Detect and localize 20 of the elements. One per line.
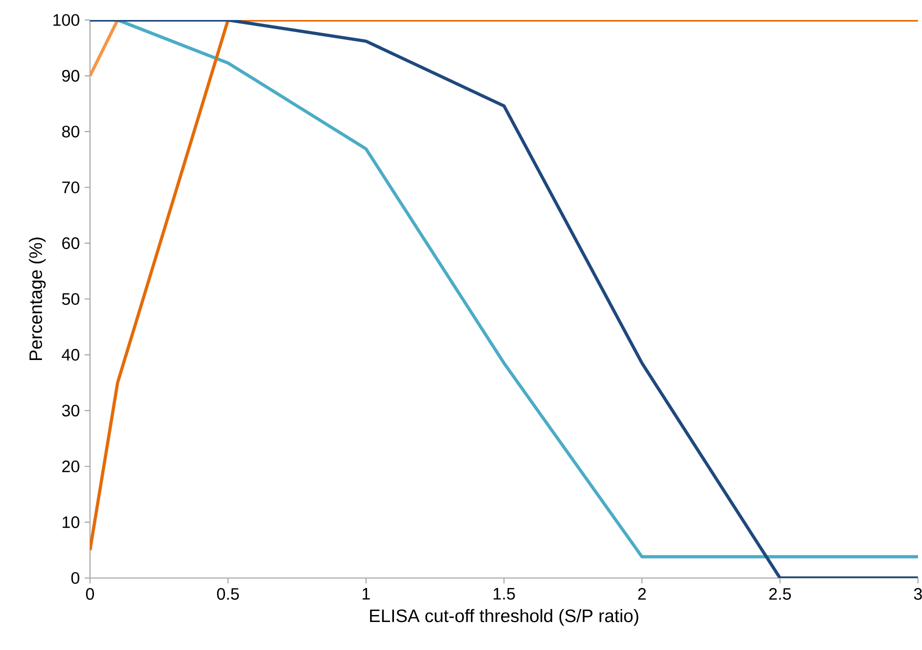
x-tick-label: 0 bbox=[86, 588, 94, 600]
x-tick-label: 2.5 bbox=[769, 588, 791, 600]
y-tick-label: 30 bbox=[62, 404, 80, 416]
y-tick-label: 70 bbox=[62, 182, 80, 194]
y-axis-title: Percentage (%) bbox=[28, 238, 46, 360]
y-tick-label: 40 bbox=[62, 348, 80, 361]
x-axis-title: ELISA cut-off threshold (S/P ratio) bbox=[370, 608, 638, 626]
y-tick-label: 50 bbox=[62, 293, 80, 305]
y-tick-label: 20 bbox=[62, 460, 80, 472]
y-tick-label: 90 bbox=[62, 70, 80, 82]
x-tick-label: 0.5 bbox=[217, 588, 239, 600]
x-tick-label: 2 bbox=[638, 588, 646, 600]
y-tick-label: 0 bbox=[71, 572, 80, 584]
y-tick-label: 80 bbox=[62, 126, 80, 138]
x-tick-label: 1 bbox=[362, 588, 370, 600]
y-tick-label: 60 bbox=[62, 237, 80, 250]
y-tick-label: 10 bbox=[62, 516, 80, 528]
x-tick-label: 1.5 bbox=[494, 588, 515, 600]
x-tick-label: 3 bbox=[914, 588, 922, 600]
y-tick-label: 100 bbox=[53, 14, 80, 26]
